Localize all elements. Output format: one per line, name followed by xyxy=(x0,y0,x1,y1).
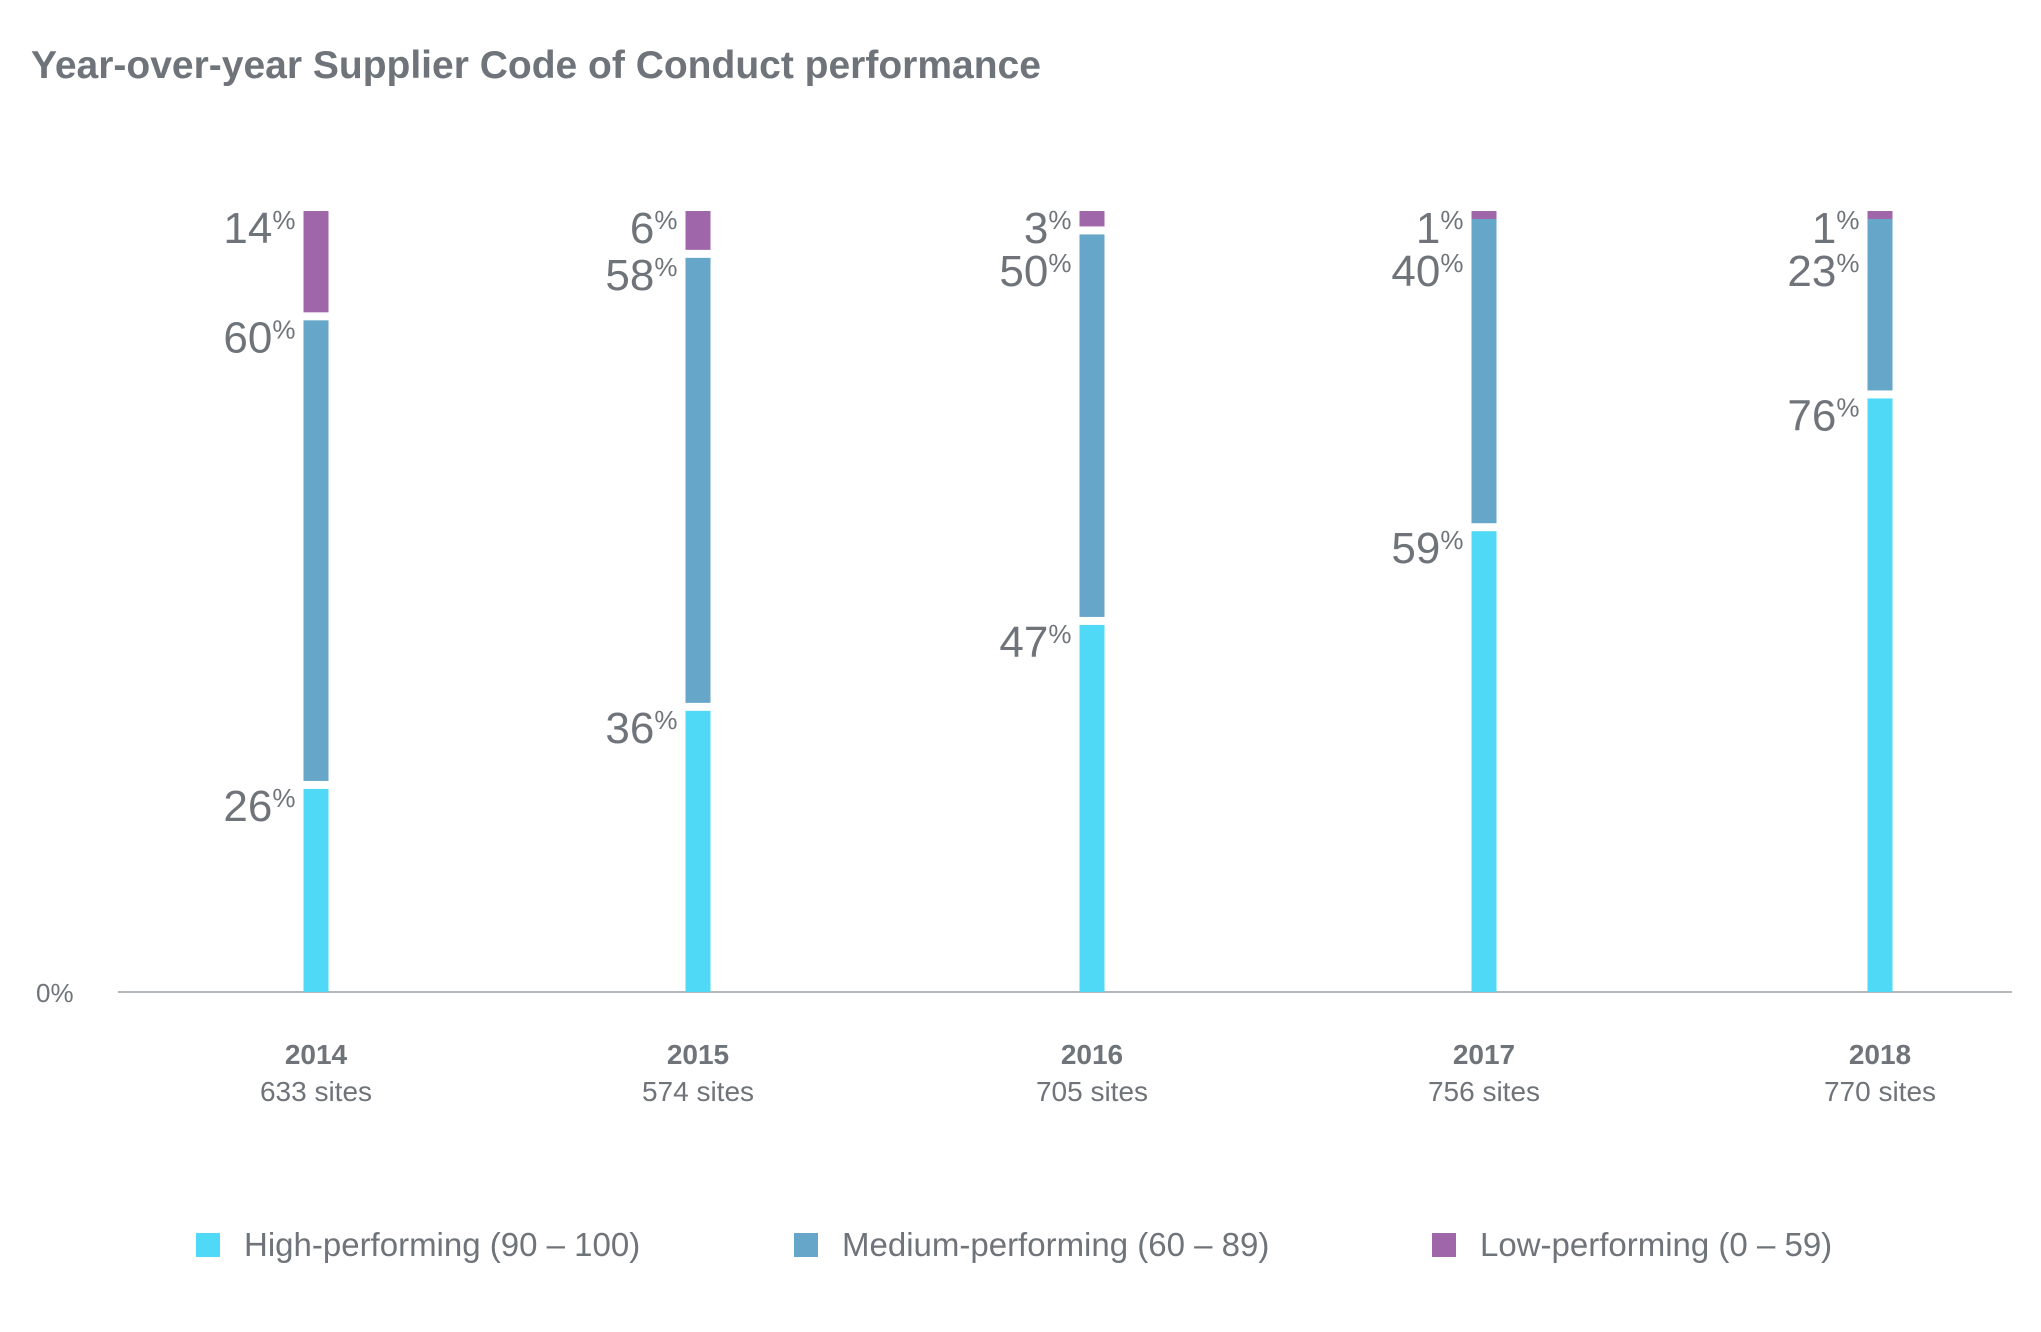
data-label: 3% xyxy=(1024,204,1072,253)
chart-title: Year-over-year Supplier Code of Conduct … xyxy=(31,44,1041,87)
data-label: 6% xyxy=(630,204,678,253)
data-label: 50% xyxy=(999,247,1071,296)
bar-segment-2017-0 xyxy=(1471,531,1497,992)
data-label: 36% xyxy=(605,704,677,753)
bar-segment-2017-1 xyxy=(1471,218,1497,524)
x-tick-label: 2015 xyxy=(667,1039,729,1070)
bar-segment-2016-0 xyxy=(1079,624,1105,992)
data-label: 58% xyxy=(605,251,677,300)
legend-label: Medium-performing (60 – 89) xyxy=(842,1226,1270,1263)
bar-segment-2014-0 xyxy=(303,788,329,992)
bar-segment-2018-0 xyxy=(1867,398,1893,992)
data-label: 76% xyxy=(1787,391,1859,440)
x-tick-label: 2014 xyxy=(285,1039,348,1070)
x-sublabel: 574 sites xyxy=(642,1076,754,1107)
data-label: 60% xyxy=(223,313,295,362)
legend-item: High-performing (90 – 100) xyxy=(196,1226,640,1264)
legend-label: High-performing (90 – 100) xyxy=(244,1226,641,1263)
bar-segment-2018-1 xyxy=(1867,218,1893,391)
x-sublabel: 633 sites xyxy=(260,1076,372,1107)
bar-segment-2017-2 xyxy=(1471,211,1497,219)
bar-segment-2015-0 xyxy=(685,710,711,992)
data-label: 23% xyxy=(1787,247,1859,296)
data-label: 1% xyxy=(1812,204,1860,253)
bar-segment-2016-2 xyxy=(1079,211,1105,227)
y-tick-label: 0% xyxy=(36,978,74,1008)
x-tick-label: 2017 xyxy=(1453,1039,1515,1070)
data-label: 1% xyxy=(1416,204,1464,253)
bar-segment-2016-1 xyxy=(1079,234,1105,617)
data-label: 47% xyxy=(999,618,1071,667)
x-tick-label: 2018 xyxy=(1849,1039,1911,1070)
x-tick-label: 2016 xyxy=(1061,1039,1123,1070)
x-sublabel: 770 sites xyxy=(1824,1076,1936,1107)
bar-segment-2014-1 xyxy=(303,320,329,781)
data-label: 40% xyxy=(1391,247,1463,296)
legend-label: Low-performing (0 – 59) xyxy=(1480,1226,1833,1263)
data-label: 26% xyxy=(223,782,295,831)
x-sublabel: 705 sites xyxy=(1036,1076,1148,1107)
legend-swatch xyxy=(794,1233,818,1257)
legend-item: Low-performing (0 – 59) xyxy=(1432,1226,1832,1264)
bar-segment-2018-2 xyxy=(1867,211,1893,219)
legend-swatch xyxy=(196,1233,220,1257)
legend-item: Medium-performing (60 – 89) xyxy=(794,1226,1269,1264)
bar-segment-2015-2 xyxy=(685,211,711,250)
x-sublabel: 756 sites xyxy=(1428,1076,1540,1107)
data-label: 14% xyxy=(223,204,295,253)
bar-segment-2014-2 xyxy=(303,211,329,313)
data-label: 59% xyxy=(1391,524,1463,573)
legend-swatch xyxy=(1432,1233,1456,1257)
bar-segment-2015-1 xyxy=(685,257,711,703)
